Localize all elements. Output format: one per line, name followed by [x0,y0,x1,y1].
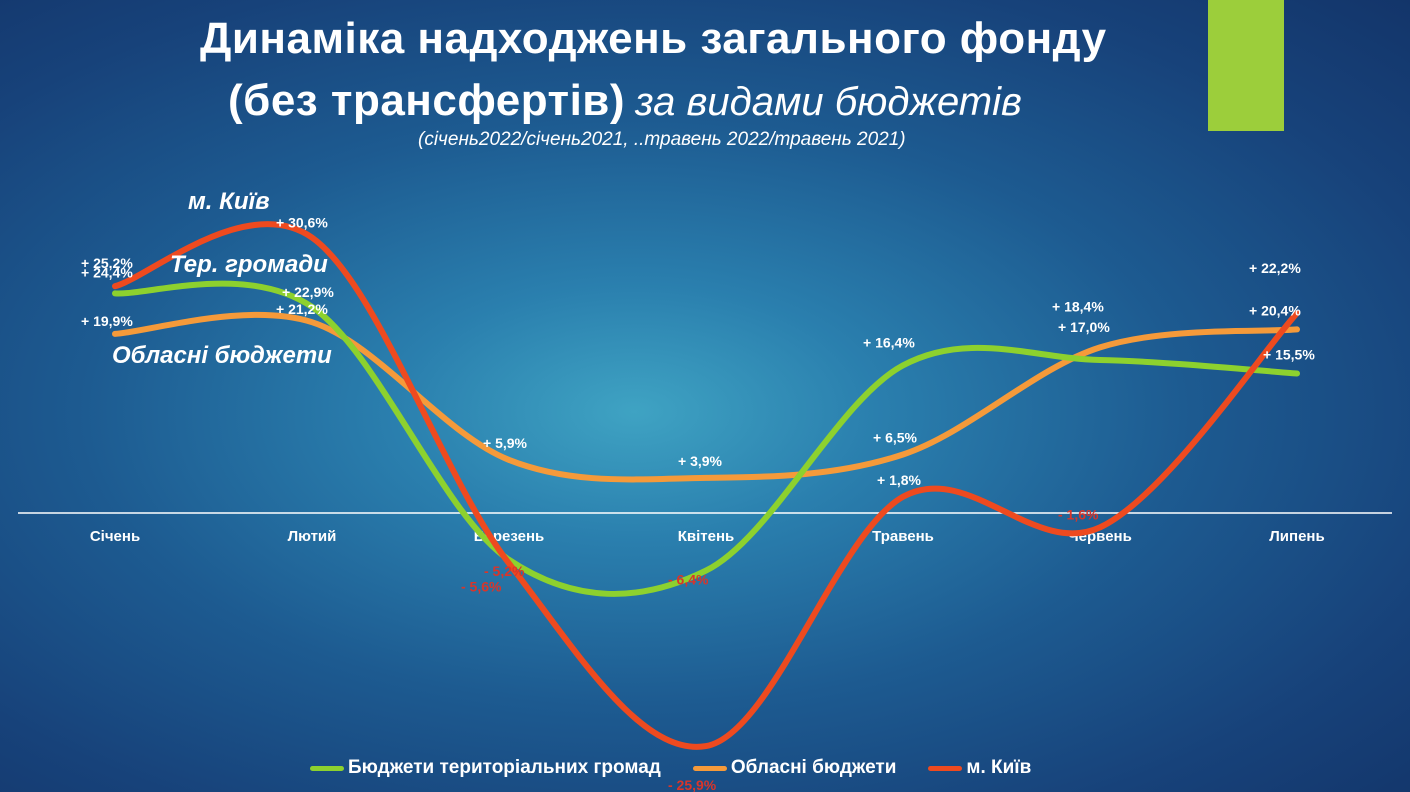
chart-title-italic: за видами бюджетів [635,80,1022,124]
legend-label-green: Бюджети територіальних громад [348,757,661,778]
data-label-red: + 25,2% [81,255,133,271]
data-label-orange: + 19,9% [81,313,133,329]
x-tick-label: Травень [872,528,934,545]
data-label-red: - 5,6% [461,578,502,594]
data-label-red: - 25,9% [668,777,717,792]
series-line-red [112,221,1300,750]
legend-swatch-red [928,765,963,771]
data-label-orange: + 21,2% [276,301,328,317]
legend: Бюджети територіальних громад Обласні бю… [310,756,1063,780]
annotation-oblasni: Обласні бюджети [112,342,332,369]
data-label-green: + 17,0% [1058,319,1110,335]
annotation-ter-hromady: Тер. громади [170,251,328,278]
data-label-green: - 6,4% [668,572,709,588]
data-label-green: + 15,5% [1263,347,1315,363]
data-label-red: + 30,6% [276,215,328,231]
data-label-red: + 1,8% [877,472,922,488]
data-label-red: + 22,2% [1249,260,1301,276]
data-label-orange: + 5,9% [483,435,528,451]
chart-title-line2: (без трансфертів) за видами бюджетів [228,76,1022,126]
legend-swatch-orange [692,765,727,771]
series-line-orange [112,311,1300,483]
data-label-orange: + 18,4% [1052,298,1104,314]
legend-item-green: Бюджети територіальних громад [310,757,661,779]
data-label-red: - 1,6% [1058,506,1099,522]
chart-subtitle: (січень2022/січень2021, ..травень 2022/т… [418,129,906,150]
legend-swatch-green [310,765,344,771]
data-label-orange: + 3,9% [678,453,723,469]
data-label-green: + 24,4% [81,264,133,280]
annotation-kyiv: м. Київ [188,188,270,215]
chart-title: Динаміка надходжень загального фонду [200,14,1107,63]
data-label-green: - 5,2% [484,563,525,579]
accent-bar [1208,0,1284,131]
legend-label-orange: Обласні бюджети [730,757,897,778]
x-tick-label: Квітень [678,528,735,545]
chart-title-bold: (без трансфертів) [228,76,626,125]
legend-item-red: м. Київ [928,757,1031,779]
data-label-green: + 16,4% [863,334,915,350]
series-line-green [112,280,1300,597]
legend-label-red: м. Київ [966,757,1032,778]
x-tick-label: Липень [1269,528,1324,545]
legend-item-orange: Обласні бюджети [692,757,897,779]
x-tick-label: Січень [90,528,140,545]
data-label-green: + 22,9% [282,284,334,300]
data-label-orange: + 6,5% [873,430,918,446]
data-label-orange: + 20,4% [1249,302,1301,318]
x-tick-label: Лютий [288,528,337,545]
